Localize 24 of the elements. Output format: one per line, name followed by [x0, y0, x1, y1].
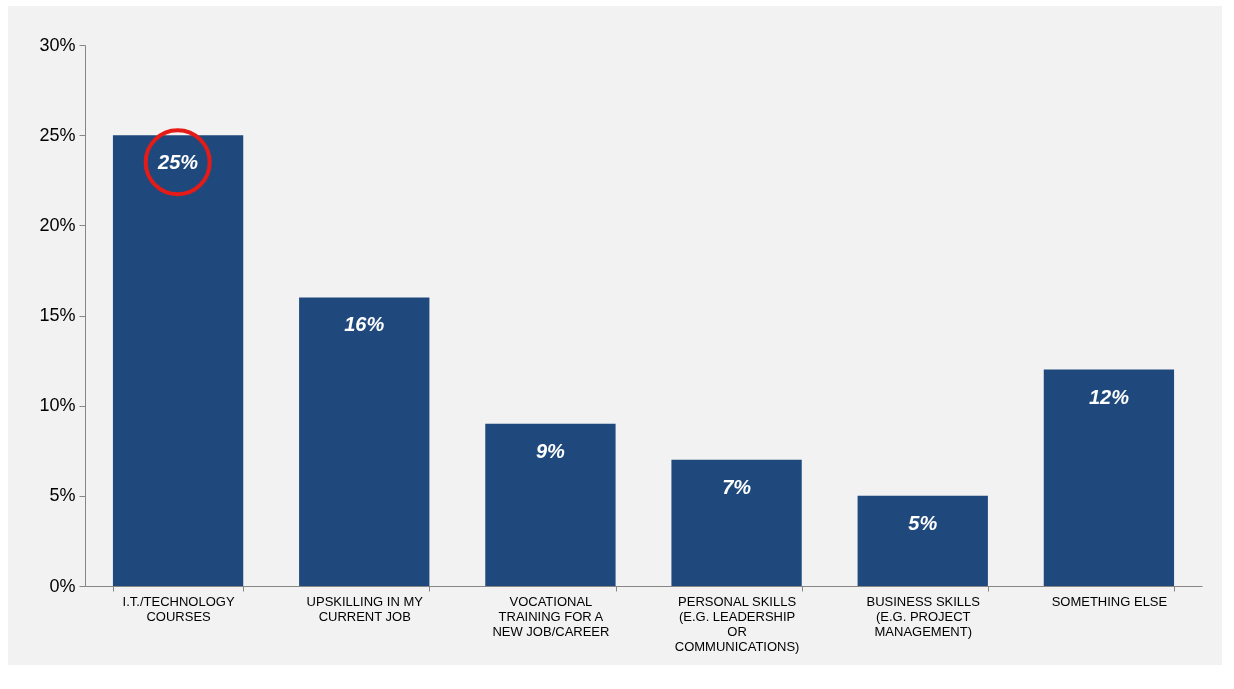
bar	[485, 423, 616, 586]
data-label: 25%	[157, 151, 199, 174]
data-label: 7%	[722, 475, 752, 498]
y-tick-label: 15%	[39, 305, 76, 325]
x-tick-label: I.T./TECHNOLOGY COURSES	[122, 593, 235, 624]
bar	[1043, 369, 1175, 586]
x-tick-label: BUSINESS SKILLS (E.G. PROJECT MANAGEMENT)	[866, 593, 981, 639]
x-tick-label: SOMETHING ELSE	[1051, 593, 1168, 609]
data-label: 16%	[344, 313, 385, 336]
x-tick-label: VOCATIONAL TRAINING FOR A NEW JOB/CAREER	[492, 593, 610, 639]
y-tick-label: 5%	[49, 485, 76, 506]
y-tick-label: 0%	[49, 575, 76, 596]
bar	[857, 495, 988, 586]
x-tick-label: PERSONAL SKILLS (E.G. LEADERSHIP OR COMMUNICATIONS)	[674, 593, 800, 654]
y-tick-label: 10%	[39, 395, 76, 416]
y-tick-label: 20%	[39, 214, 76, 235]
data-label: 5%	[908, 511, 938, 534]
data-label: 12%	[1088, 385, 1130, 408]
bar	[299, 297, 430, 586]
y-tick-label: 30%	[39, 34, 76, 55]
bar	[671, 459, 802, 586]
x-tick-label: UPSKILLING IN MY CURRENT JOB	[306, 593, 424, 624]
y-tick-label: 25%	[39, 124, 76, 145]
data-label: 9%	[535, 439, 566, 462]
